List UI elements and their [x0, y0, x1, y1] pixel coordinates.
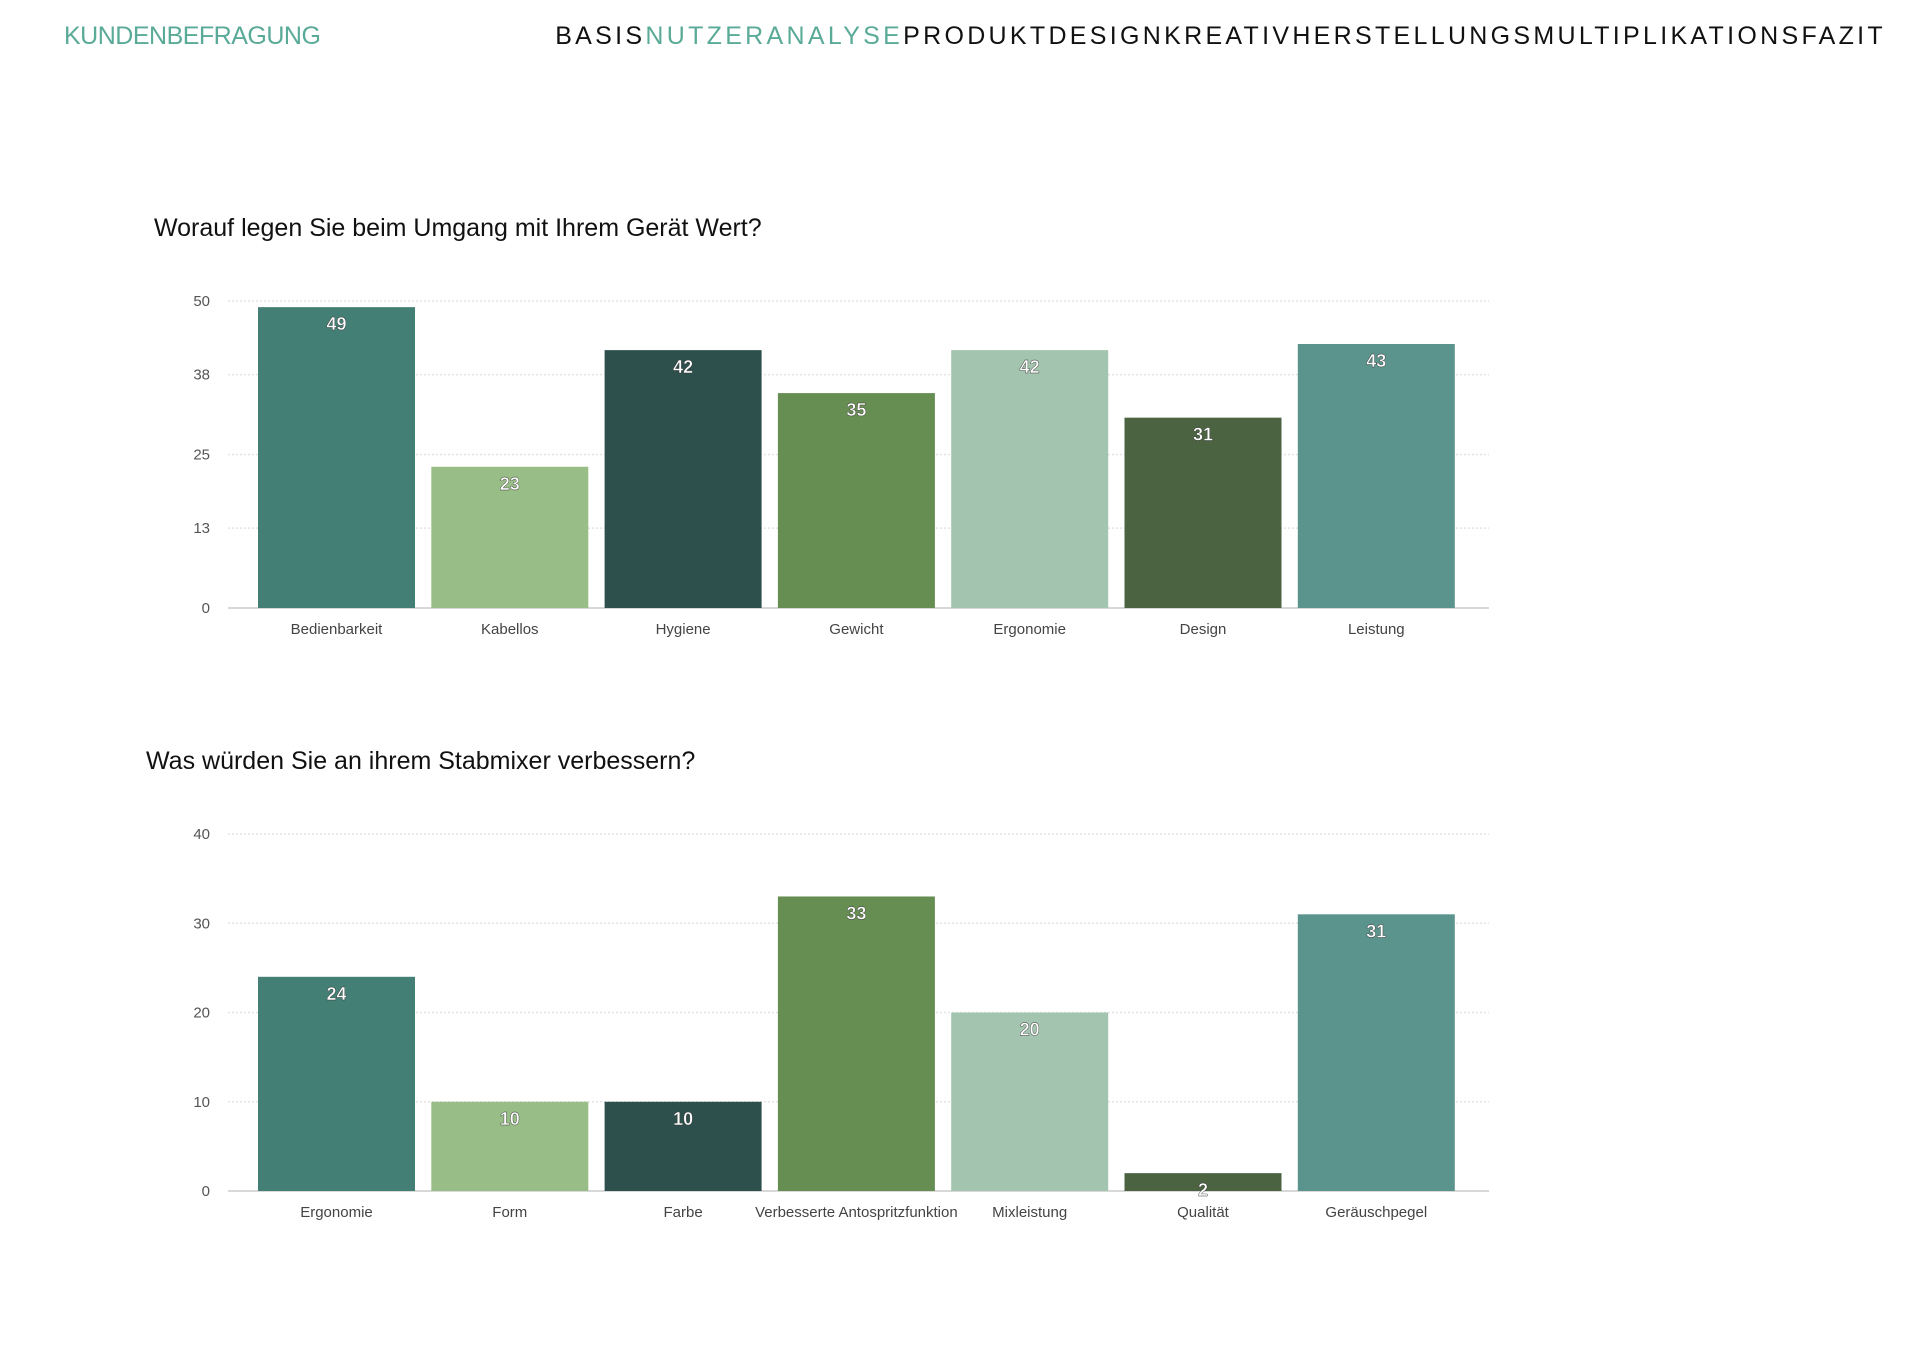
- bar-farbe: [604, 1101, 762, 1191]
- x-tick-label: Verbesserte Antospritzfunktion: [755, 1204, 958, 1221]
- data-label: 31: [1366, 921, 1386, 941]
- bar-form: [431, 1101, 589, 1191]
- data-label: 31: [1193, 425, 1213, 445]
- x-tick-label: Geräuschpegel: [1325, 1204, 1427, 1221]
- y-tick-label: 0: [202, 600, 210, 617]
- data-label: 33: [846, 903, 866, 923]
- x-tick-label: Farbe: [664, 1204, 703, 1221]
- bar-leistung: [1297, 343, 1455, 608]
- x-tick-label: Gewicht: [829, 621, 884, 638]
- data-label: 23: [500, 474, 520, 494]
- data-label: 10: [673, 1109, 693, 1129]
- y-tick-label: 25: [193, 447, 210, 464]
- x-tick-label: Ergonomie: [300, 1204, 373, 1221]
- main-nav: BASIS NUTZERANALYSE PRODUKTDESIGN KREATIV HE…: [555, 22, 1886, 51]
- data-label: 10: [500, 1109, 520, 1129]
- x-tick-label: Qualität: [1177, 1204, 1230, 1221]
- y-tick-label: 40: [193, 826, 210, 843]
- y-tick-label: 30: [193, 915, 210, 932]
- x-tick-label: Hygiene: [656, 621, 711, 638]
- x-tick-label: Kabellos: [481, 621, 539, 638]
- nav-item-kreativ[interactable]: KREATIV: [1164, 22, 1293, 50]
- bar-hygiene: [604, 350, 762, 608]
- x-tick-label: Leistung: [1348, 621, 1405, 638]
- section-title: KUNDENBEFRAGUNG: [64, 22, 321, 50]
- nav-item-multiplikations[interactable]: MULTIPLIKATIONS: [1533, 22, 1802, 50]
- bar-mixleistung: [951, 1012, 1109, 1191]
- chart-1: 0 13 25 38 50 49 Bedienbarkeit 23 Kabellos 42 Hygi…: [193, 293, 1489, 638]
- x-tick-label: Design: [1180, 621, 1227, 638]
- bar-kabellos: [431, 466, 589, 608]
- bar-verbesserte-antospritzfunktion: [777, 896, 935, 1191]
- nav-item-fazit[interactable]: FAZIT: [1801, 22, 1886, 50]
- nav-item-herstellungs[interactable]: HERSTELLUNGS: [1292, 22, 1534, 50]
- data-label: 2: [1198, 1180, 1208, 1200]
- bar-geräuschpegel: [1297, 914, 1455, 1191]
- x-tick-label: Bedienbarkeit: [291, 621, 384, 638]
- bar-ergonomie: [951, 350, 1109, 608]
- data-label: 42: [673, 357, 693, 377]
- y-tick-label: 50: [193, 293, 210, 310]
- x-tick-label: Ergonomie: [993, 621, 1066, 638]
- bar-gewicht: [777, 393, 935, 608]
- bar-bedienbarkeit: [258, 307, 415, 608]
- chart-1-title: Worauf legen Sie beim Umgang mit Ihrem G…: [154, 214, 762, 242]
- nav-item-nutzeranalyse[interactable]: NUTZERANALYSE: [645, 22, 904, 50]
- data-label: 42: [1020, 357, 1040, 377]
- data-label: 43: [1366, 351, 1386, 371]
- data-label: 20: [1020, 1020, 1040, 1040]
- x-tick-label: Mixleistung: [992, 1204, 1067, 1221]
- y-tick-label: 13: [193, 520, 210, 537]
- nav-item-produktdesign[interactable]: PRODUKTDESIGN: [903, 22, 1165, 50]
- y-tick-label: 0: [202, 1183, 210, 1200]
- data-label: 24: [326, 984, 346, 1004]
- bar-qualität: [1124, 1173, 1282, 1191]
- y-tick-label: 20: [193, 1005, 210, 1022]
- data-label: 35: [846, 400, 866, 420]
- chart-2-title: Was würden Sie an ihrem Stabmixer verbes…: [146, 747, 696, 775]
- data-label: 49: [326, 314, 346, 334]
- nav-item-basis[interactable]: BASIS: [555, 22, 646, 50]
- y-tick-label: 38: [193, 367, 210, 384]
- bar-ergonomie: [258, 976, 415, 1191]
- bar-design: [1124, 417, 1282, 608]
- x-tick-label: Form: [492, 1204, 527, 1221]
- y-tick-label: 10: [193, 1094, 210, 1111]
